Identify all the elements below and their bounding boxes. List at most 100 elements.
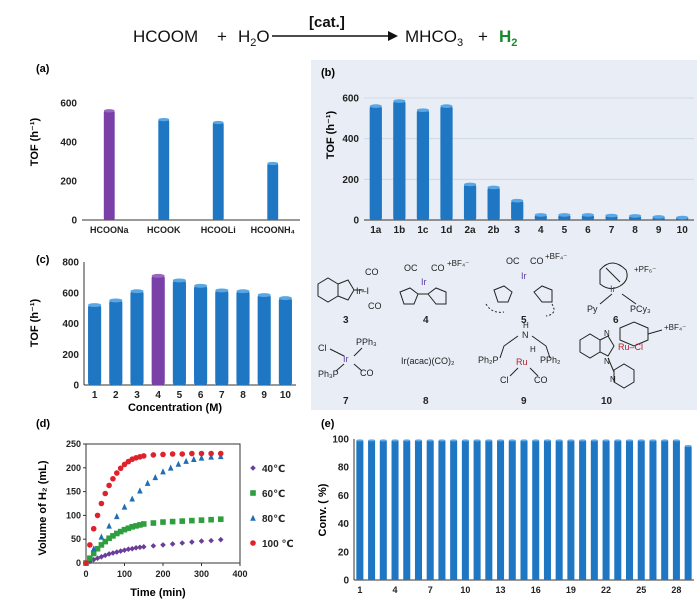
panel-b-bar xyxy=(463,184,477,220)
catalyst-structures: CO Ir–I CO 3 OC CO Ir +BF₄⁻ 4 OC CO Ir +… xyxy=(317,252,686,407)
panel-e-bar-cap xyxy=(461,439,469,442)
panel-d-point-triangle xyxy=(160,468,166,475)
panel-c-bar-cap xyxy=(236,289,250,294)
panel-e-bar-cap xyxy=(391,439,399,442)
panel-e-ytick-label: 40 xyxy=(338,519,350,530)
panel-d-point-circle xyxy=(106,482,112,489)
panel-d-ytick-label: 50 xyxy=(71,534,81,544)
panel-b-bar-cap xyxy=(628,214,642,218)
panel-e-bar xyxy=(508,440,516,580)
panel-b-category-label: 1b xyxy=(394,225,406,236)
panel-b-bar xyxy=(440,106,453,220)
structure-label-4: 4 xyxy=(423,315,429,326)
panel-d-point-square xyxy=(137,522,143,528)
structure-5: OC CO Ir +BF₄⁻ 5 xyxy=(485,252,567,326)
structure-9-ru: Ru xyxy=(516,357,528,367)
structure-8: Ir(acac)(CO)₂ 8 xyxy=(401,356,455,407)
panel-a-ytick-label: 400 xyxy=(60,138,77,149)
plus-sign: + xyxy=(217,27,227,46)
panel-c-bar xyxy=(109,300,123,385)
panel-d-point-diamond xyxy=(189,539,195,545)
panel-e-ytick-label: 20 xyxy=(338,547,350,558)
panel-b-ytick-label: 600 xyxy=(342,94,359,105)
panel-e-bar xyxy=(520,440,528,580)
panel-e-bar xyxy=(614,440,622,580)
panel-b-bar xyxy=(511,200,524,220)
structure-3: CO Ir–I CO 3 xyxy=(317,267,382,326)
panel-d-xtick-label: 300 xyxy=(194,569,209,579)
panel-label-b: (b) xyxy=(321,67,335,79)
structure-9-h: H xyxy=(523,321,529,330)
structure-7: Cl PPh₃ Ir Ph₃P CO 7 xyxy=(318,337,377,407)
panel-d-point-square xyxy=(114,530,120,537)
panel-a-bar-cap xyxy=(103,109,115,113)
panel-e-bar-cap xyxy=(626,439,634,442)
panel-d-point-square xyxy=(90,550,97,557)
panel-d-point-circle xyxy=(83,560,89,566)
panel-d-point-diamond xyxy=(133,544,139,551)
panel-d-point-diamond xyxy=(110,550,116,556)
panel-e-bar xyxy=(672,440,680,580)
panel-e-bar xyxy=(438,440,446,580)
structure-5-counterion: +BF₄⁻ xyxy=(545,252,567,261)
structure-label-3: 3 xyxy=(343,315,349,326)
panel-b-category-label: 10 xyxy=(677,225,689,236)
panel-d-point-triangle xyxy=(152,474,159,481)
panel-e-category-label: 10 xyxy=(460,585,470,595)
panel-b-bar xyxy=(369,106,382,220)
panel-b-category-label: 9 xyxy=(656,225,662,236)
reaction-arrowhead xyxy=(388,31,398,41)
panel-e-category-label: 4 xyxy=(393,585,398,595)
panel-b-bar-cap xyxy=(534,213,547,217)
panel-c-category-label: 5 xyxy=(177,390,183,401)
structure-5-ir: Ir xyxy=(521,271,527,281)
panel-e-bar-cap xyxy=(672,439,680,442)
panel-b-category-label: 6 xyxy=(585,225,591,236)
structure-6-py: Py xyxy=(587,304,598,314)
panel-c-ylabel: TOF (h⁻¹) xyxy=(29,298,41,347)
panel-e-bar-cap xyxy=(555,439,563,442)
panel-d-point-square xyxy=(208,516,214,523)
panel-c-bar xyxy=(172,280,186,385)
panel-b-bar-cap xyxy=(463,182,477,187)
reactant-water: H2O xyxy=(238,27,270,49)
panel-b-category-label: 3 xyxy=(514,225,520,236)
panel-b-bar-cap xyxy=(558,213,571,217)
panel-c-category-label: 8 xyxy=(240,390,246,401)
panel-e-bar xyxy=(626,440,634,580)
panel-d-xtick-label: 0 xyxy=(83,569,88,579)
panel-d-point-circle xyxy=(90,525,97,532)
panel-e-category-label: 28 xyxy=(671,585,681,595)
panel-c-bar-cap xyxy=(109,298,123,303)
panel-d-point-triangle xyxy=(167,464,174,471)
structure-6: Ir +PF₆⁻ Py PCy₃ 6 xyxy=(587,262,656,326)
panel-e-bar xyxy=(590,440,598,580)
panel-d-point-circle xyxy=(198,450,205,457)
panel-d-legend-marker xyxy=(250,465,256,471)
panel-d-point-diamond xyxy=(160,542,166,548)
panel-c-category-label: 1 xyxy=(92,390,98,401)
panel-d-point-square xyxy=(117,528,124,535)
panel-a-bar-cap xyxy=(212,120,224,125)
structure-6-ir: Ir xyxy=(610,284,616,294)
panel-d-point-diamond xyxy=(150,543,157,549)
panel-c-bar xyxy=(215,290,229,385)
panel-d-point-square xyxy=(102,538,109,545)
panel-a-bar-cap xyxy=(158,117,170,122)
panel-b-category-label: 5 xyxy=(562,225,568,236)
panel-a-bar xyxy=(212,122,224,220)
panel-e-bar-cap xyxy=(485,439,493,442)
panel-e-bar xyxy=(543,440,551,580)
panel-e-ytick-label: 100 xyxy=(332,435,349,446)
panel-d-point-circle xyxy=(87,542,93,548)
panel-e-bar xyxy=(567,440,575,580)
panel-e-bar xyxy=(485,440,493,580)
panel-e-bar-cap xyxy=(649,439,657,442)
panel-label-c: (c) xyxy=(36,254,50,266)
panel-d-point-circle xyxy=(121,461,128,468)
panel-d-point-circle xyxy=(110,475,116,482)
panel-b-category-label: 1c xyxy=(417,225,429,236)
structure-9-pph2: PPh₂ xyxy=(540,355,561,365)
panel-d-legend-marker xyxy=(250,490,256,496)
panel-b-ytick-label: 0 xyxy=(353,216,359,227)
